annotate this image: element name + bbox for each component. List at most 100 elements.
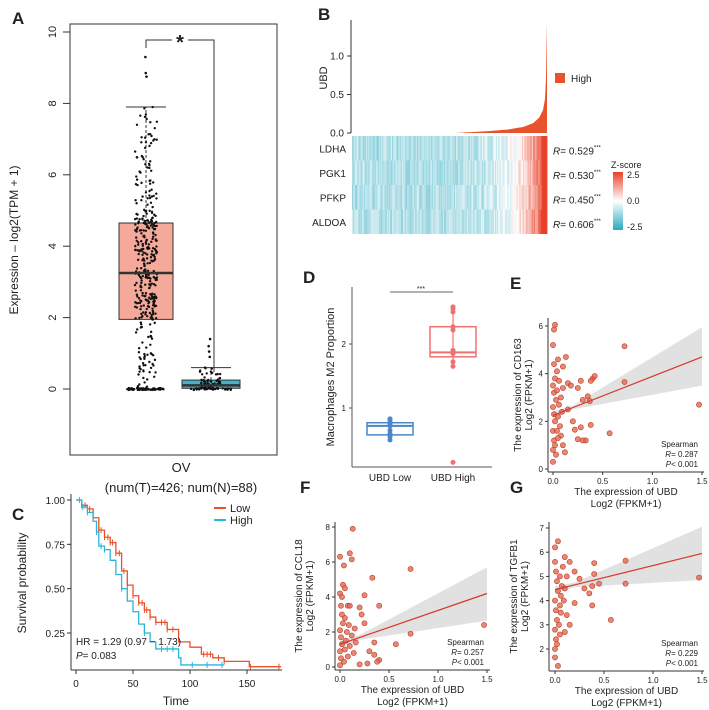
heatmap-cell xyxy=(516,136,519,161)
panel-label-c: C xyxy=(12,505,24,524)
heatmap-cell xyxy=(538,209,540,234)
jitter-point xyxy=(139,299,142,302)
heatmap-cell xyxy=(406,185,408,210)
heatmap-cell xyxy=(383,185,385,210)
x-category-label: UBD Low xyxy=(369,473,412,484)
jitter-point xyxy=(136,241,140,244)
heatmap-cell xyxy=(461,209,463,234)
scatter-point xyxy=(563,354,569,360)
heatmap-cell xyxy=(463,209,466,234)
heatmap-cell xyxy=(470,160,472,185)
heatmap-cell xyxy=(513,209,515,234)
jitter-point xyxy=(136,183,139,187)
r-value: = 0.529 xyxy=(560,146,594,157)
heatmap-cell xyxy=(452,136,455,161)
y-tick-label: 4 xyxy=(539,370,544,379)
heatmap-cell xyxy=(456,136,458,161)
colorbar-title: Z-score xyxy=(611,160,642,170)
heatmap-cell xyxy=(535,185,537,210)
scatter-point xyxy=(337,648,343,655)
scatter-point xyxy=(554,368,560,375)
box-group-ubd-high xyxy=(429,304,477,465)
heatmap-cell xyxy=(399,209,402,234)
scatter-point xyxy=(696,574,702,581)
scatter-point xyxy=(557,602,563,609)
heatmap-cell xyxy=(540,160,542,185)
heatmap-cell xyxy=(426,136,429,161)
heatmap-cell xyxy=(440,160,443,185)
jitter-point xyxy=(133,248,137,252)
jitter-point xyxy=(153,126,156,130)
x-tick-label: 150 xyxy=(239,679,256,690)
heatmap-cell xyxy=(511,209,513,234)
heatmap-cell xyxy=(537,136,539,161)
heatmap-cell xyxy=(535,209,537,234)
heatmap-cell xyxy=(447,136,449,161)
y-axis-unit-label: Log2 (FPKM+1) xyxy=(305,561,316,632)
y-tick-label: 2 xyxy=(326,628,331,637)
heatmap-cell xyxy=(502,160,505,185)
heatmap-cell xyxy=(426,160,429,185)
jitter-point xyxy=(140,281,143,285)
heatmap-cell xyxy=(464,160,467,185)
hazard-ratio-annotation: HR = 1.29 (0.97 − 1.73) xyxy=(76,637,181,648)
heatmap-cell xyxy=(475,136,477,161)
y-axis-label: Macrophages M2 Proportion xyxy=(325,308,337,447)
heatmap-cell xyxy=(386,209,389,234)
significance-stars: *** xyxy=(417,286,425,293)
heatmap-cell xyxy=(382,160,384,185)
jitter-point xyxy=(154,304,158,308)
heatmap-cell xyxy=(453,160,456,185)
heatmap-cell xyxy=(463,136,466,161)
heatmap-cell xyxy=(387,185,390,210)
heatmap-cell xyxy=(478,185,481,210)
jitter-point xyxy=(209,370,213,373)
heatmap-cell xyxy=(382,136,384,161)
heatmap-cell xyxy=(452,160,455,185)
scatter-point xyxy=(563,573,570,580)
scatter-point xyxy=(596,580,602,587)
heatmap-cell xyxy=(542,136,545,161)
heatmap-cell xyxy=(402,209,405,234)
heatmap-cell xyxy=(367,209,369,234)
jitter-point xyxy=(145,378,149,381)
jitter-point xyxy=(151,297,154,300)
jitter-point xyxy=(153,224,157,228)
jitter-point xyxy=(149,256,153,259)
jitter-point xyxy=(128,388,131,391)
heatmap-cell xyxy=(500,209,502,234)
heatmap-cell xyxy=(437,136,440,161)
heatmap-cell xyxy=(529,136,532,161)
heatmap-cell xyxy=(454,136,457,161)
jitter-point xyxy=(145,225,149,229)
jitter-point xyxy=(143,381,146,384)
jitter-point xyxy=(150,250,154,253)
heatmap-cell xyxy=(527,209,529,234)
jitter-point xyxy=(142,364,145,367)
jitter-point xyxy=(141,195,144,198)
jitter-point xyxy=(135,175,138,178)
heatmap-cell xyxy=(425,209,428,234)
jitter-point xyxy=(150,211,154,215)
outlier-point xyxy=(145,75,148,78)
heatmap-cell xyxy=(512,209,514,234)
heatmap-cell xyxy=(368,209,370,234)
heatmap-cell xyxy=(460,209,462,234)
heatmap-cell xyxy=(543,185,546,210)
heatmap-cell xyxy=(360,209,363,234)
heatmap-cell xyxy=(405,209,407,234)
jitter-point xyxy=(143,115,147,119)
heatmap-cell xyxy=(500,160,502,185)
heatmap-cell xyxy=(436,209,438,234)
heatmap-cell xyxy=(422,209,424,234)
heatmap-cell xyxy=(479,136,482,161)
heatmap-cell xyxy=(512,136,514,161)
jitter-point xyxy=(144,363,147,367)
jitter-point xyxy=(155,252,158,255)
heatmap-cell xyxy=(422,160,424,185)
jitter-point xyxy=(143,236,146,239)
heatmap-cell xyxy=(434,136,436,161)
heatmap-cell xyxy=(517,209,520,234)
scatter-point xyxy=(571,568,578,575)
jitter-point xyxy=(148,209,151,212)
